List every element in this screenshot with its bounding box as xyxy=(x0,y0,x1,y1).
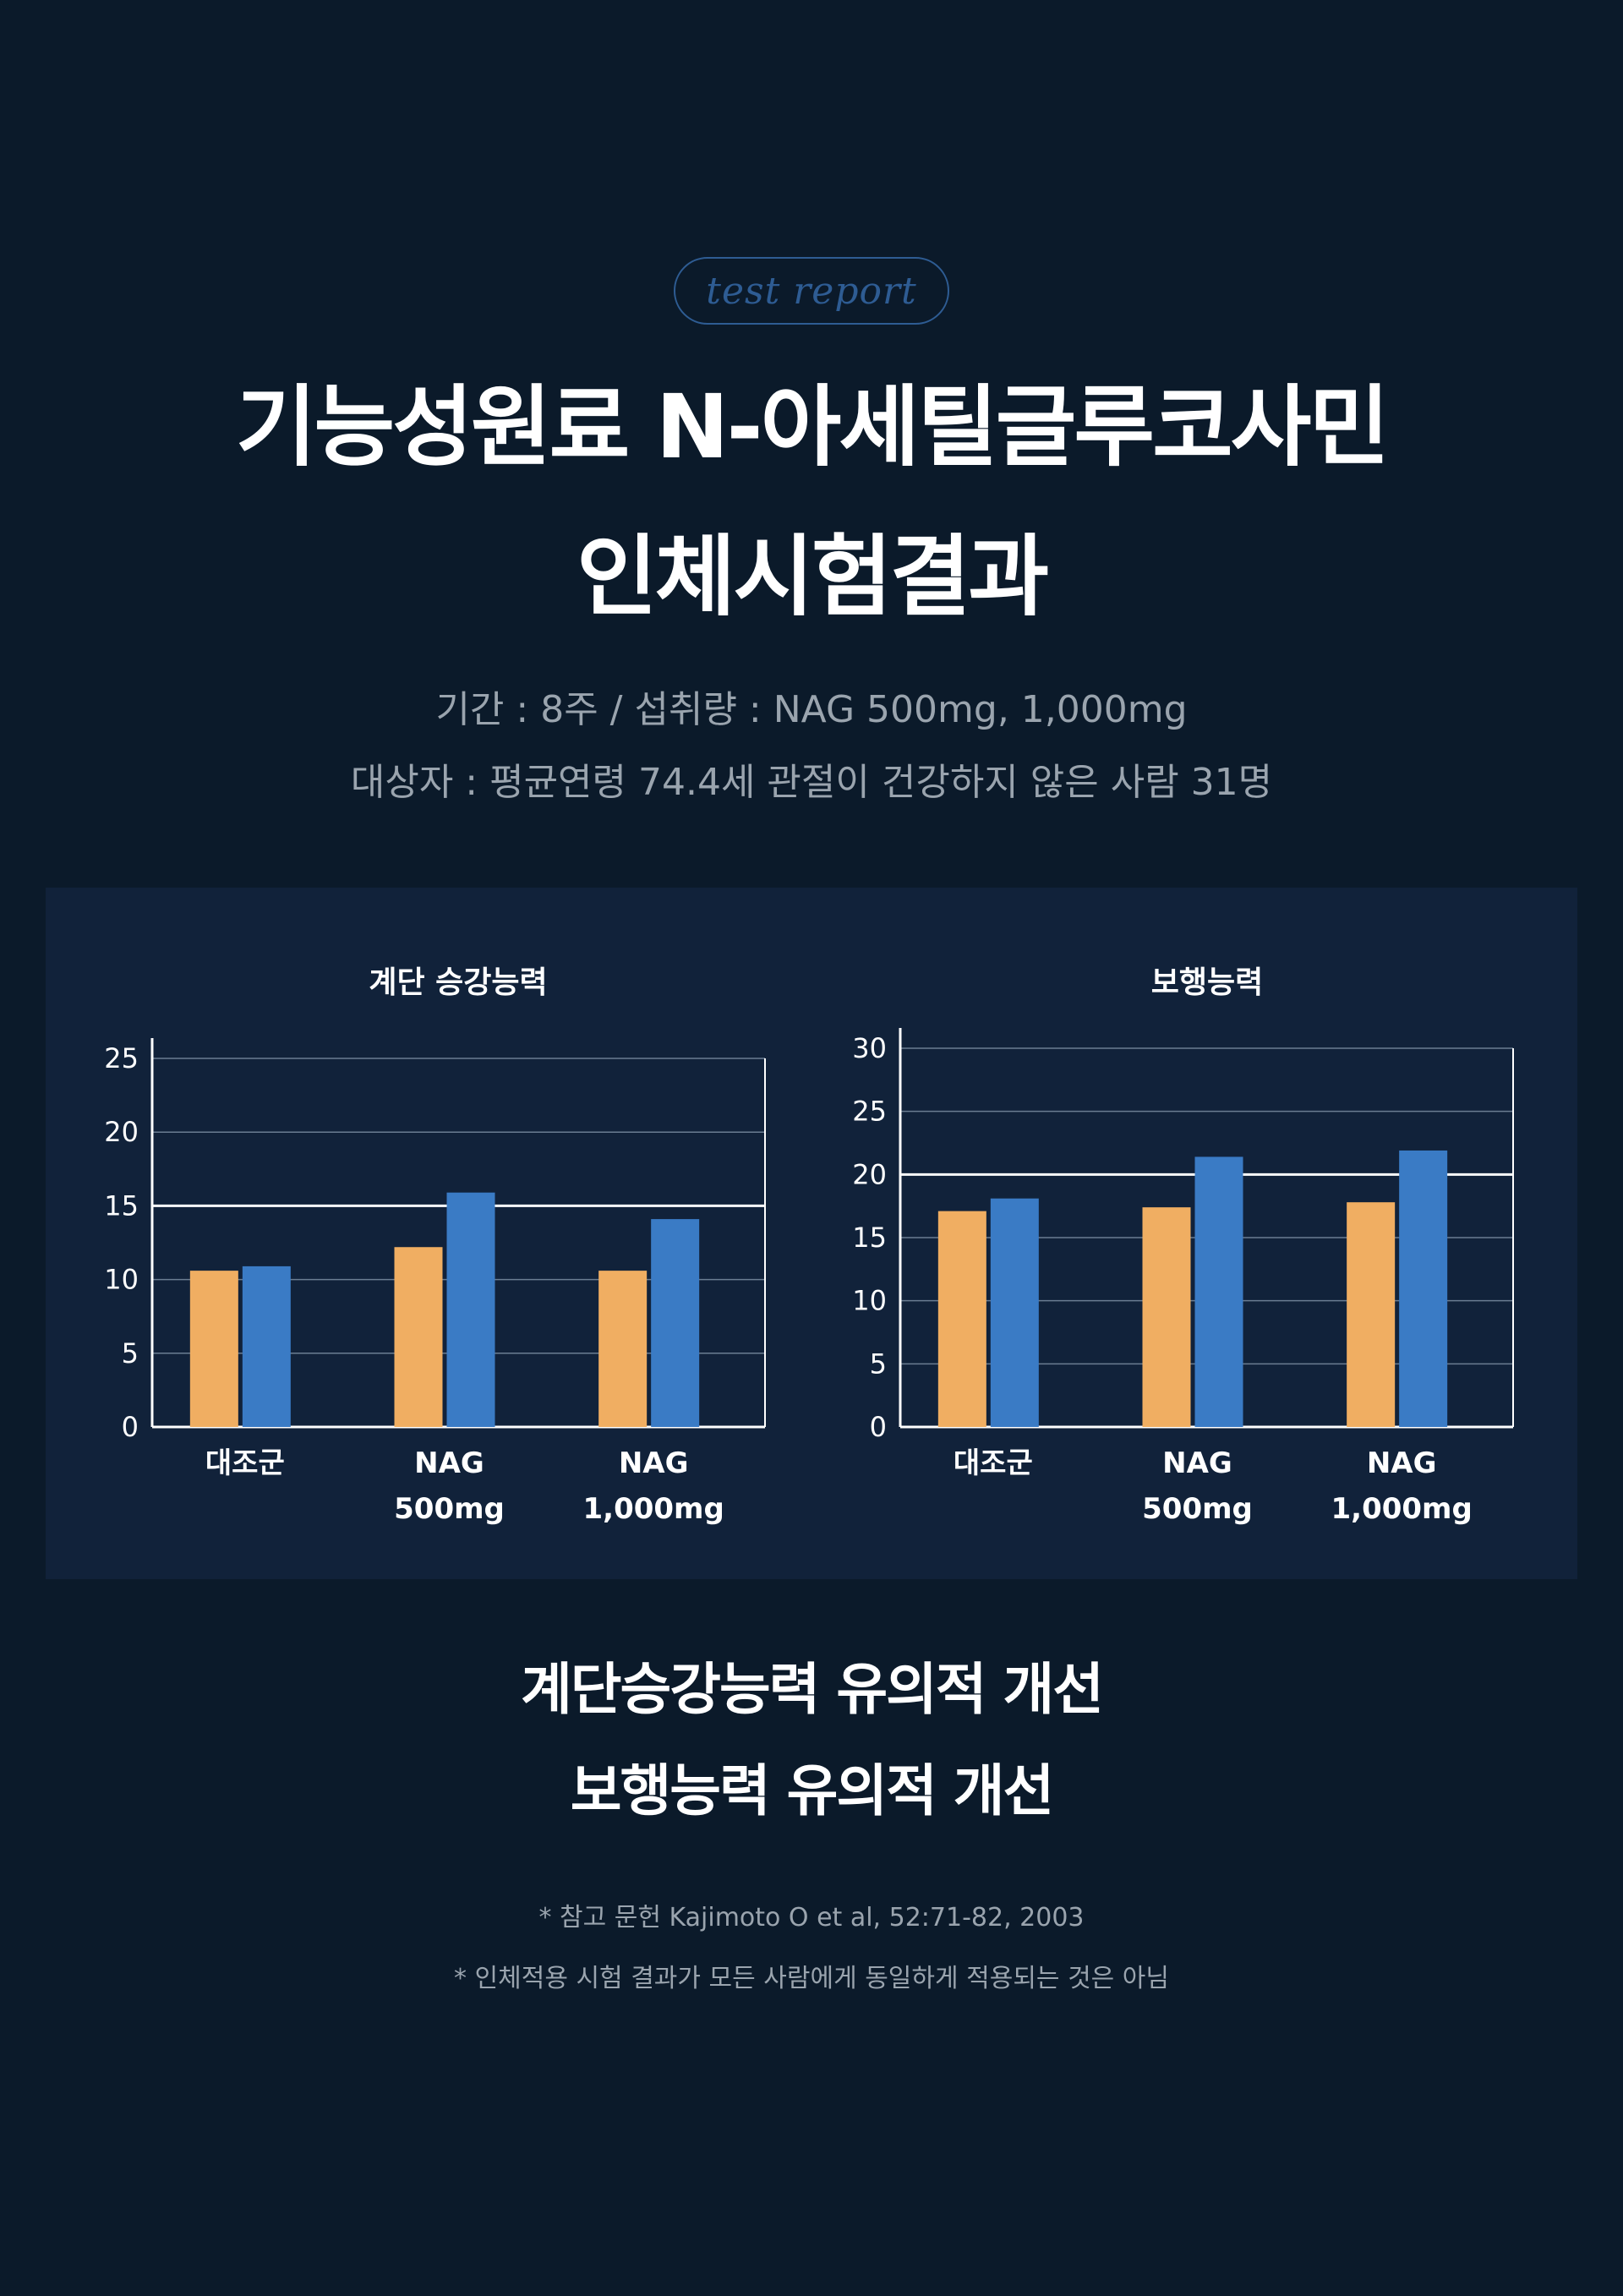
chart2-y-tick-label: 15 xyxy=(852,1222,887,1254)
test-report-tag: test report xyxy=(674,257,949,325)
chart2-y-tick-label: 10 xyxy=(852,1285,887,1317)
chart1-category-label: 대조군 xyxy=(205,1446,285,1480)
chart2-bar xyxy=(1347,1202,1396,1427)
chart1-y-tick-label: 25 xyxy=(104,1042,139,1074)
chart2-category-label: 1,000mg xyxy=(1331,1492,1473,1526)
chart1-y-tick-label: 15 xyxy=(104,1189,139,1222)
chart2-bar xyxy=(1399,1150,1448,1427)
chart2-category-label: 대조군 xyxy=(954,1446,1033,1480)
reference-note: * 참고 문헌 Kajimoto O et al, 52:71-82, 2003 xyxy=(538,1903,1085,1932)
chart2-bar xyxy=(990,1198,1039,1427)
chart-panel: 계단 승강능력 0 5 10 15 20 25 대조군 NAG 500mg NAG 1,000mg 보행… xyxy=(46,888,1577,1579)
chart1-bar xyxy=(446,1192,495,1427)
chart2-y-tick-label: 25 xyxy=(852,1096,887,1128)
chart1-category-label: 500mg xyxy=(394,1492,505,1526)
chart1-bar xyxy=(242,1266,291,1427)
chart1-category-label: 1,000mg xyxy=(583,1492,724,1526)
chart2-bar xyxy=(1142,1207,1191,1427)
chart1-bar xyxy=(651,1219,700,1427)
chart2-bar xyxy=(1194,1156,1243,1427)
chart1-title: 계단 승강능력 xyxy=(369,965,547,1000)
chart1-y-tick-label: 10 xyxy=(104,1264,139,1296)
page-title-line2: 인체시험결과 xyxy=(576,525,1049,628)
page-title-line1: 기능성원료 N-아세틸글루코사민 xyxy=(235,375,1390,478)
charts-svg: 계단 승강능력 0 5 10 15 20 25 대조군 NAG 500mg NAG 1,000mg 보행… xyxy=(104,965,1514,1526)
chart2-y-tick-label: 20 xyxy=(852,1158,887,1190)
chart1-bar xyxy=(598,1271,648,1427)
chart1-y-tick-label: 0 xyxy=(122,1411,139,1443)
chart1-bar xyxy=(189,1271,238,1427)
chart2-y-tick-label: 30 xyxy=(852,1032,887,1064)
chart1-y-tick-label: 5 xyxy=(122,1337,139,1369)
chart2-y-tick-label: 5 xyxy=(870,1348,887,1380)
summary-stair-climbing: 계단승강능력 유의적 개선 xyxy=(521,1657,1104,1722)
disclaimer-note: * 인체적용 시험 결과가 모든 사람에게 동일하게 적용되는 것은 아님 xyxy=(453,1964,1170,1993)
chart1-category-label: NAG xyxy=(619,1446,689,1480)
chart2-category-label: NAG xyxy=(1367,1446,1437,1480)
chart2-category-label: 500mg xyxy=(1142,1492,1253,1526)
summary-walking: 보행능력 유의적 개선 xyxy=(570,1758,1054,1823)
chart1-y-tick-label: 20 xyxy=(104,1116,139,1148)
chart2-category-label: NAG xyxy=(1162,1446,1232,1480)
chart1-bar xyxy=(394,1247,443,1427)
chart2-y-tick-label: 0 xyxy=(870,1411,887,1443)
study-subject-info: 대상자 : 평균연령 74.4세 관절이 건강하지 않은 사람 31명 xyxy=(350,761,1273,804)
chart1-category-label: NAG xyxy=(414,1446,484,1480)
chart2-title: 보행능력 xyxy=(1151,965,1263,1000)
chart2-bar xyxy=(937,1211,986,1427)
study-period-info: 기간 : 8주 / 섭취량 : NAG 500mg, 1,000mg xyxy=(435,688,1188,731)
